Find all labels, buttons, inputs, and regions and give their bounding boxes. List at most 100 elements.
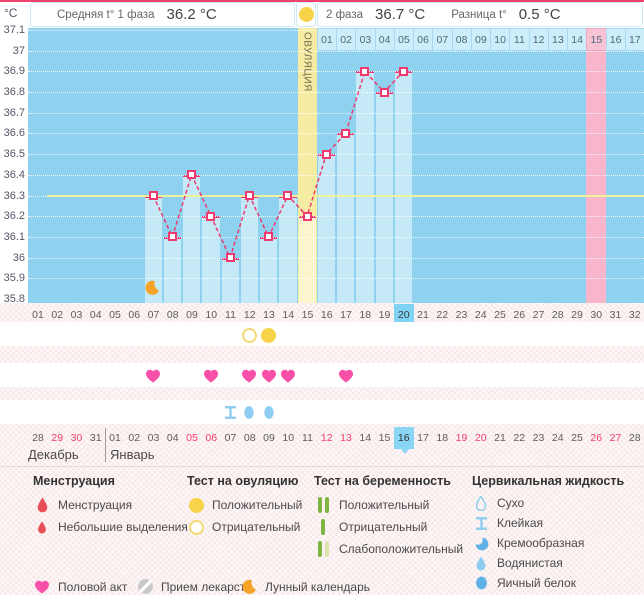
cervical-fluid-icon[interactable] — [221, 403, 239, 421]
legend-ovulation-test: Тест на овуляцию Положительный Отрицатель… — [187, 474, 302, 535]
cycle-day-cell[interactable]: 04 — [89, 309, 102, 321]
date-cell[interactable]: 01 — [109, 432, 121, 444]
cycle-day-cell[interactable]: 02 — [51, 309, 64, 321]
date-cell[interactable]: 28 — [628, 432, 641, 444]
date-cell[interactable]: 12 — [320, 432, 333, 444]
date-cell[interactable]: 08 — [243, 432, 256, 444]
temperature-point-marker[interactable] — [379, 87, 389, 97]
date-cell[interactable]: 29 — [51, 432, 64, 444]
cycle-day-cell[interactable]: 06 — [128, 309, 141, 321]
ovulation-test-result-icon[interactable] — [240, 326, 258, 344]
cycle-day-cell[interactable]: 31 — [609, 309, 622, 321]
temperature-point-marker[interactable] — [167, 232, 177, 242]
date-cell[interactable]: 27 — [609, 432, 622, 444]
cycle-day-cell[interactable]: 26 — [513, 309, 526, 321]
date-cell[interactable]: 03 — [147, 432, 160, 444]
date-cell[interactable]: 30 — [70, 432, 83, 444]
cycle-day-cell[interactable]: 29 — [571, 309, 583, 321]
temperature-point-marker[interactable] — [321, 149, 331, 159]
cycle-day-cell[interactable]: 17 — [340, 309, 352, 321]
cycle-day-cell[interactable]: 11 — [225, 309, 236, 321]
today-pointer — [400, 449, 409, 454]
cervical-fluid-icon[interactable] — [260, 403, 278, 421]
bars-weak-icon — [314, 541, 332, 557]
cycle-day-cell[interactable]: 22 — [436, 309, 449, 321]
date-cell[interactable]: 13 — [340, 432, 352, 444]
cervical-fluid-icon[interactable] — [240, 403, 258, 421]
cycle-day-cell[interactable]: 08 — [166, 309, 179, 321]
intercourse-heart-icon[interactable] — [240, 367, 258, 385]
temperature-point-marker[interactable] — [283, 191, 293, 201]
temperature-point-marker[interactable] — [360, 66, 370, 76]
cycle-day-cell[interactable]: 14 — [282, 309, 295, 321]
date-cell[interactable]: 11 — [302, 432, 313, 444]
date-cell[interactable]: 10 — [282, 432, 295, 444]
cycle-day-cell[interactable]: 12 — [243, 309, 256, 321]
moon-icon[interactable] — [145, 280, 160, 300]
cycle-day-cell[interactable]: 07 — [147, 309, 160, 321]
date-cell[interactable]: 23 — [532, 432, 545, 444]
cycle-day-cell[interactable]: 20 — [393, 304, 414, 326]
cycle-day-cell[interactable]: 27 — [532, 309, 545, 321]
date-cell[interactable]: 26 — [590, 432, 603, 444]
date-cell[interactable]: 09 — [263, 432, 275, 444]
intercourse-heart-icon[interactable] — [202, 367, 220, 385]
date-cell[interactable]: 14 — [359, 432, 372, 444]
date-cell[interactable]: 19 — [455, 432, 468, 444]
cycle-day-cell[interactable]: 10 — [205, 309, 218, 321]
cycle-day-cell[interactable]: 32 — [628, 309, 641, 321]
y-tick-label: 37.1 — [3, 24, 25, 36]
date-cell[interactable]: 02 — [128, 432, 141, 444]
temperature-point-marker[interactable] — [302, 211, 312, 221]
temperature-point-marker[interactable] — [148, 191, 158, 201]
date-cell[interactable]: 20 — [474, 432, 487, 444]
cycle-day-cell[interactable]: 18 — [359, 309, 372, 321]
legend-item-label: Прием лекарств — [161, 579, 252, 594]
cycle-day-cell[interactable]: 25 — [494, 309, 506, 321]
cycle-day-cell[interactable]: 13 — [263, 309, 275, 321]
date-cell[interactable]: 15 — [378, 432, 391, 444]
date-cell[interactable]: 07 — [224, 432, 237, 444]
date-cell[interactable]: 31 — [89, 432, 102, 444]
cycle-day-cell[interactable]: 28 — [551, 309, 564, 321]
cycle-day-cell[interactable]: 05 — [109, 309, 121, 321]
intercourse-heart-icon[interactable] — [144, 367, 162, 385]
temperature-point-marker[interactable] — [206, 211, 216, 221]
date-cell[interactable]: 28 — [32, 432, 44, 444]
cycle-day-cell[interactable]: 16 — [320, 309, 333, 321]
date-cell[interactable]: 21 — [494, 432, 506, 444]
cycle-day-cell[interactable]: 15 — [301, 309, 314, 321]
date-cell[interactable]: 25 — [571, 432, 583, 444]
intercourse-heart-icon[interactable] — [260, 367, 278, 385]
grid-line — [28, 112, 644, 114]
cycle-day-cell[interactable]: 19 — [378, 309, 391, 321]
date-cell[interactable]: 24 — [551, 432, 564, 444]
temperature-point-marker[interactable] — [341, 128, 351, 138]
date-cell[interactable]: 18 — [436, 432, 449, 444]
temperature-point-marker[interactable] — [264, 232, 274, 242]
diff-label: Разница t° — [451, 8, 507, 21]
temperature-point-marker[interactable] — [225, 253, 235, 263]
cycle-day-cell[interactable]: 24 — [474, 309, 487, 321]
ovulation-test-result-icon[interactable] — [260, 326, 278, 344]
date-cell[interactable]: 22 — [513, 432, 526, 444]
cycle-day-cell[interactable]: 21 — [417, 309, 429, 321]
temperature-point-marker[interactable] — [244, 191, 254, 201]
cycle-day-cell[interactable]: 09 — [186, 309, 198, 321]
temperature-point-marker[interactable] — [187, 170, 197, 180]
date-cell[interactable]: 16 — [393, 427, 414, 449]
cycle-day-cell[interactable]: 01 — [32, 309, 44, 321]
date-cell[interactable]: 04 — [166, 432, 179, 444]
cycle-day-cell[interactable]: 30 — [590, 309, 603, 321]
date-cell[interactable]: 05 — [186, 432, 198, 444]
cycle-day-cell[interactable]: 23 — [455, 309, 468, 321]
legend-item: Небольшие выделения — [33, 519, 188, 535]
date-cell[interactable]: 17 — [417, 432, 429, 444]
cycle-day-cell[interactable]: 03 — [70, 309, 83, 321]
dpo-day-cell: 14 — [567, 28, 588, 51]
date-cell[interactable]: 06 — [205, 432, 218, 444]
intercourse-heart-icon[interactable] — [279, 367, 297, 385]
dpo-day-cell: 15 — [586, 28, 607, 51]
intercourse-heart-icon[interactable] — [337, 367, 355, 385]
temperature-point-marker[interactable] — [398, 66, 408, 76]
